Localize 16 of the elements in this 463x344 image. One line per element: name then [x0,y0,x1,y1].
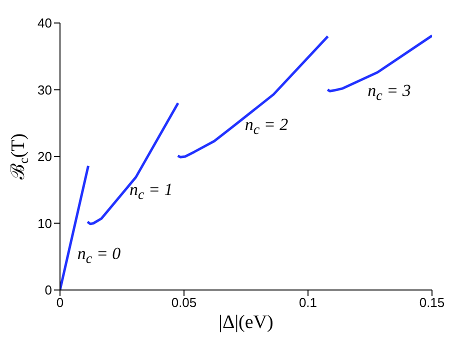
annotation: n$_{c}$ = 2 [244,114,288,140]
line-series [86,102,180,226]
y-tick-label: 10 [38,216,52,231]
x-tick-label: 0.15 [419,295,445,310]
annotation: n$_{c}$ = 0 [77,244,121,270]
y-tick-label: 30 [38,82,52,98]
x-tick-label: 0.1 [298,295,318,310]
y-tick-label: 20 [38,149,52,164]
line-series [176,35,330,158]
y-tick-label: 40 [38,16,52,31]
x-tick-label: 0 [56,295,64,310]
annotation: n$_{c}$ = 1 [129,180,173,206]
x-tick-label: 0.05 [171,295,197,310]
y-tick-label: 0 [44,282,52,298]
x-axis-title: |Δ|(eV) [218,312,274,333]
annotation: n$_{c}$ = 3 [368,81,411,107]
